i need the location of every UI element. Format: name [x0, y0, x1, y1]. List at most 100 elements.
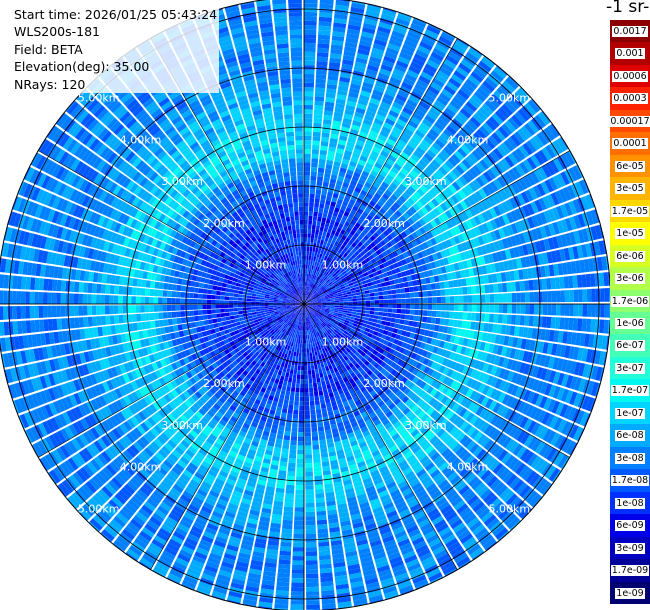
- range-gate-cell: [462, 286, 468, 295]
- range-gate-cell: [363, 166, 372, 174]
- range-gate-cell: [304, 379, 309, 384]
- range-gate-cell: [316, 519, 328, 525]
- range-gate-cell: [377, 389, 384, 397]
- range-gate-cell: [348, 306, 353, 309]
- range-gate-cell: [529, 292, 535, 303]
- range-gate-cell: [317, 524, 328, 530]
- range-gate-cell: [479, 125, 491, 137]
- range-gate-cell: [320, 263, 324, 269]
- range-gate-cell: [471, 479, 483, 491]
- range-gate-cell: [320, 334, 324, 340]
- range-gate-cell: [474, 322, 480, 331]
- range-gate-cell: [541, 110, 551, 123]
- range-gate-cell: [381, 97, 393, 106]
- range-gate-cell: [373, 85, 385, 93]
- range-gate-cell: [336, 421, 344, 428]
- range-gate-cell: [377, 342, 383, 348]
- range-gate-cell: [397, 56, 411, 65]
- range-gate-cell: [370, 296, 375, 300]
- range-gate-cell: [348, 345, 354, 351]
- range-gate-cell: [461, 386, 470, 396]
- range-gate-cell: [310, 343, 314, 348]
- range-gate-cell: [328, 350, 333, 356]
- range-gate-cell: [280, 457, 288, 463]
- range-gate-cell: [469, 520, 483, 532]
- range-gate-cell: [358, 441, 367, 449]
- range-gate-cell: [371, 47, 385, 56]
- range-gate-cell: [310, 260, 313, 265]
- range-gate-cell: [598, 240, 606, 255]
- range-gate-cell: [369, 235, 376, 242]
- range-gate-cell: [474, 381, 482, 392]
- range-gate-cell: [341, 415, 349, 422]
- range-gate-cell: [358, 131, 368, 139]
- range-gate-cell: [345, 243, 351, 249]
- range-gate-cell: [436, 296, 442, 303]
- range-gate-cell: [381, 334, 387, 340]
- range-gate-cell: [282, 439, 290, 445]
- range-gate-cell: [432, 253, 439, 261]
- range-gate-cell: [449, 440, 459, 450]
- range-gate-cell: [441, 357, 449, 366]
- range-gate-cell: [413, 395, 421, 404]
- range-gate-cell: [325, 298, 331, 301]
- range-gate-cell: [585, 273, 592, 288]
- range-gate-cell: [382, 244, 389, 251]
- range-gate-cell: [416, 435, 426, 445]
- range-gate-cell: [298, 432, 304, 437]
- range-gate-cell: [450, 518, 463, 530]
- range-gate-cell: [516, 337, 523, 349]
- range-gate-cell: [306, 591, 320, 596]
- range-gate-cell: [366, 438, 375, 445]
- range-gate-cell: [442, 367, 450, 376]
- range-gate-cell: [359, 329, 365, 334]
- range-gate-cell: [321, 348, 326, 354]
- range-gate-cell: [371, 196, 379, 204]
- range-gate-cell: [383, 370, 390, 378]
- range-gate-cell: [304, 211, 309, 216]
- range-gate-cell: [319, 278, 324, 284]
- range-gate-cell: [461, 320, 467, 329]
- range-gate-cell: [462, 312, 468, 320]
- range-gate-cell: [286, 368, 291, 374]
- range-gate-cell: [449, 296, 455, 303]
- range-gate-cell: [386, 259, 393, 266]
- range-gate-cell: [386, 359, 394, 366]
- range-gate-cell: [368, 379, 376, 386]
- range-gate-cell: [437, 214, 446, 224]
- range-gate-cell: [336, 399, 343, 405]
- range-gate-cell: [331, 35, 345, 42]
- range-gate-cell: [320, 452, 329, 458]
- range-gate-cell: [399, 509, 411, 518]
- range-gate-cell: [377, 400, 385, 408]
- range-gate-cell: [366, 231, 373, 238]
- range-gate-cell: [389, 322, 395, 328]
- range-gate-cell: [341, 263, 347, 269]
- range-gate-cell: [410, 182, 419, 191]
- range-gate-cell: [312, 304, 318, 306]
- range-gate-cell: [572, 199, 582, 214]
- range-gate-cell: [492, 252, 499, 263]
- range-gate-cell: [306, 286, 309, 292]
- range-gate-cell: [518, 269, 524, 280]
- range-gate-cell: [434, 43, 449, 54]
- range-gate-cell: [547, 399, 556, 412]
- range-gate-cell: [348, 213, 355, 220]
- range-gate-cell: [435, 317, 441, 325]
- range-gate-cell: [391, 432, 401, 441]
- range-gate-cell: [314, 311, 319, 315]
- range-gate-cell: [306, 251, 310, 256]
- range-gate-cell: [465, 78, 478, 90]
- range-gate-cell: [465, 388, 474, 398]
- range-gate-cell: [348, 239, 354, 246]
- range-gate-cell: [318, 340, 322, 346]
- range-gate-cell: [415, 163, 425, 172]
- range-gate-cell: [354, 485, 365, 492]
- range-gate-cell: [526, 173, 536, 186]
- range-gate-cell: [476, 448, 487, 460]
- range-gate-cell: [340, 219, 346, 225]
- range-gate-cell: [465, 240, 472, 250]
- range-gate-cell: [455, 270, 462, 279]
- range-gate-cell: [380, 13, 395, 22]
- range-gate-cell: [457, 189, 467, 200]
